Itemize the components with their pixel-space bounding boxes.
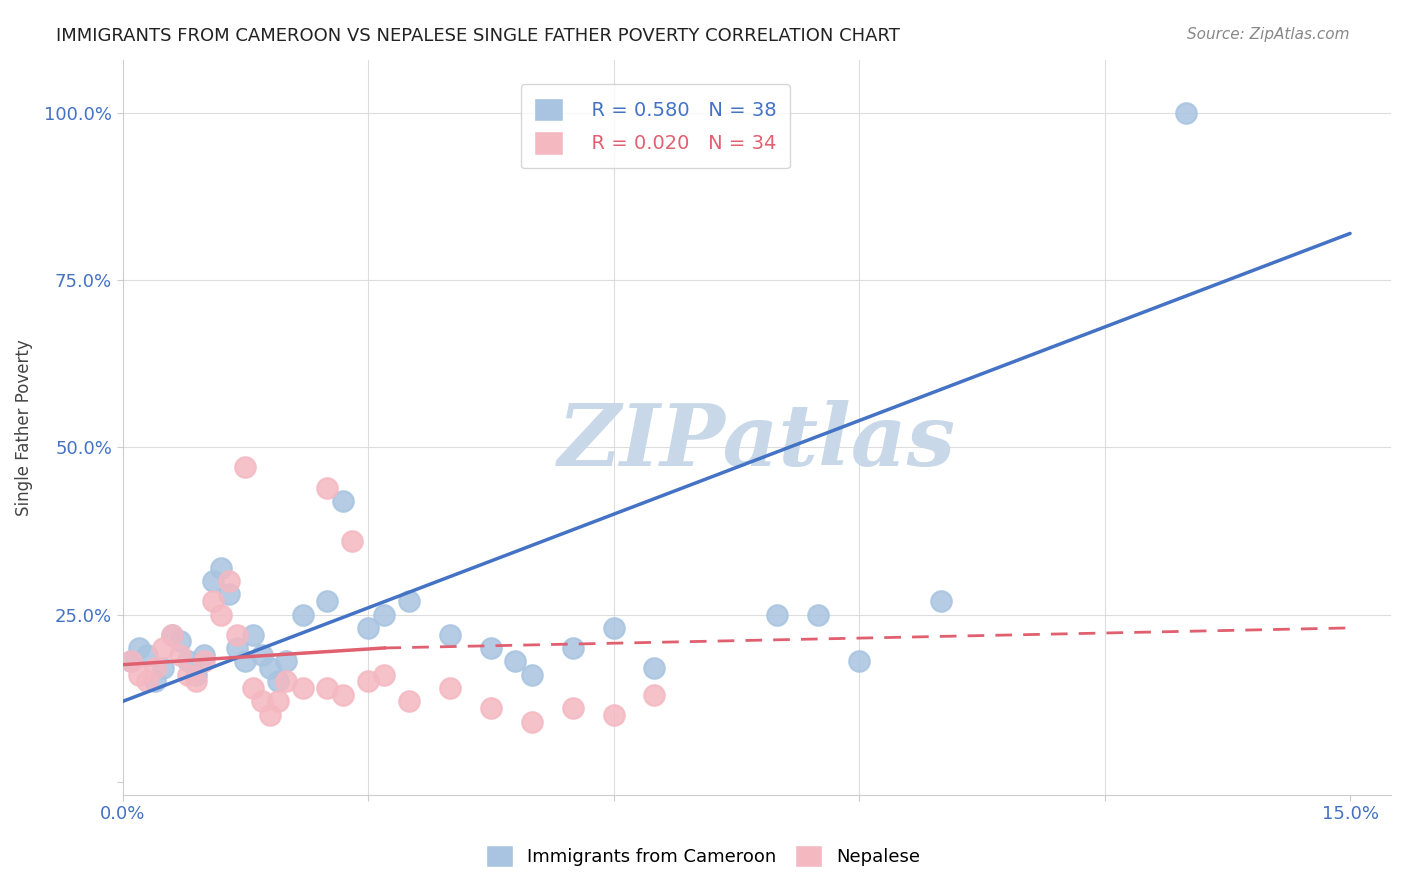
Point <box>209 560 232 574</box>
Point <box>259 661 281 675</box>
Point <box>209 607 232 622</box>
Point <box>169 648 191 662</box>
Point <box>226 627 249 641</box>
Point <box>128 667 150 681</box>
Point <box>505 654 527 668</box>
Text: Source: ZipAtlas.com: Source: ZipAtlas.com <box>1187 27 1350 42</box>
Point <box>398 694 420 708</box>
Point <box>520 714 543 729</box>
Point <box>848 654 870 668</box>
Point <box>218 574 240 588</box>
Point <box>143 661 166 675</box>
Point <box>439 681 461 695</box>
Point <box>177 654 200 668</box>
Point <box>807 607 830 622</box>
Point <box>479 640 502 655</box>
Point <box>479 701 502 715</box>
Point <box>160 627 183 641</box>
Point <box>332 494 354 508</box>
Point <box>373 667 395 681</box>
Point <box>276 674 298 689</box>
Point <box>152 640 174 655</box>
Point <box>267 694 290 708</box>
Point <box>766 607 789 622</box>
Point <box>398 594 420 608</box>
Point <box>201 574 224 588</box>
Point <box>218 587 240 601</box>
Point <box>242 627 264 641</box>
Text: IMMIGRANTS FROM CAMEROON VS NEPALESE SINGLE FATHER POVERTY CORRELATION CHART: IMMIGRANTS FROM CAMEROON VS NEPALESE SIN… <box>56 27 900 45</box>
Point <box>242 681 264 695</box>
Point <box>332 688 354 702</box>
Point <box>643 688 665 702</box>
Point <box>602 621 624 635</box>
Point <box>643 661 665 675</box>
Point <box>267 674 290 689</box>
Point <box>602 707 624 722</box>
Text: ZIPatlas: ZIPatlas <box>558 401 956 483</box>
Point <box>186 674 208 689</box>
Point <box>186 667 208 681</box>
Point <box>259 707 281 722</box>
Point <box>357 674 380 689</box>
Point <box>143 674 166 689</box>
Legend: Immigrants from Cameroon, Nepalese: Immigrants from Cameroon, Nepalese <box>478 838 928 874</box>
Point <box>160 627 183 641</box>
Point <box>136 674 159 689</box>
Point <box>291 681 314 695</box>
Point <box>357 621 380 635</box>
Point <box>169 634 191 648</box>
Point <box>128 640 150 655</box>
Point <box>520 667 543 681</box>
Point <box>226 640 249 655</box>
Point <box>233 460 256 475</box>
Point <box>120 654 142 668</box>
Point <box>152 661 174 675</box>
Point <box>276 654 298 668</box>
Point <box>193 654 215 668</box>
Point <box>120 654 142 668</box>
Legend:   R = 0.580   N = 38,   R = 0.020   N = 34: R = 0.580 N = 38, R = 0.020 N = 34 <box>520 84 790 169</box>
Point <box>561 640 583 655</box>
Point <box>929 594 952 608</box>
Point <box>136 648 159 662</box>
Point <box>316 681 339 695</box>
Point <box>201 594 224 608</box>
Point <box>250 694 273 708</box>
Point <box>439 627 461 641</box>
Point <box>250 648 273 662</box>
Y-axis label: Single Father Poverty: Single Father Poverty <box>15 339 32 516</box>
Point <box>291 607 314 622</box>
Point <box>233 654 256 668</box>
Point <box>561 701 583 715</box>
Point <box>373 607 395 622</box>
Point <box>316 594 339 608</box>
Point <box>193 648 215 662</box>
Point <box>340 533 363 548</box>
Point <box>177 667 200 681</box>
Point <box>316 481 339 495</box>
Point <box>1175 106 1198 120</box>
